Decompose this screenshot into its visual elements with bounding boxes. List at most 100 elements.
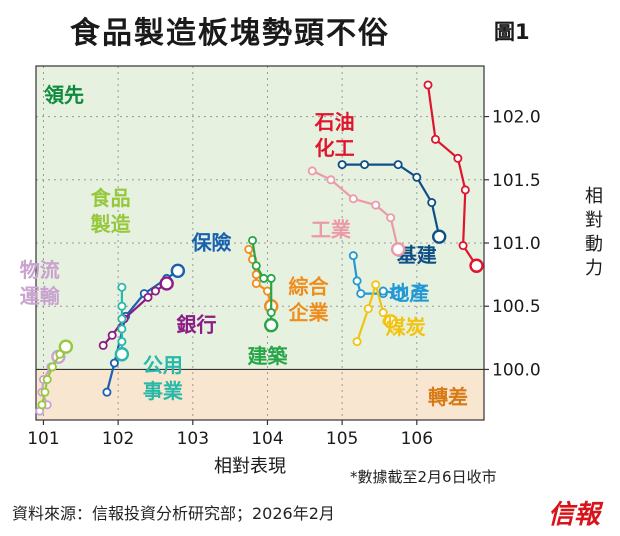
series-point	[266, 273, 276, 283]
y-tick-label: 102.0	[492, 108, 541, 128]
series-point	[47, 362, 57, 372]
series-point	[360, 160, 370, 170]
series-point	[432, 229, 447, 244]
x-tick-label: 103	[177, 429, 209, 449]
series-point	[248, 235, 258, 245]
x-axis-label: 相對表現	[214, 456, 286, 477]
series-label: 物流	[20, 258, 60, 282]
series-point	[117, 314, 127, 324]
series-point	[412, 172, 422, 182]
y-axis-label-char: 相	[585, 186, 603, 207]
series-point	[244, 244, 254, 254]
series-point	[423, 80, 433, 90]
series-point	[378, 286, 388, 296]
series-label: 地產	[389, 281, 429, 305]
y-tick-label: 100.5	[492, 297, 541, 317]
brand-logo: 信報	[548, 500, 601, 530]
series-point	[386, 213, 396, 223]
series-point	[114, 347, 130, 362]
series-point	[460, 185, 470, 195]
x-tick-label: 106	[401, 429, 433, 449]
series-point	[42, 375, 52, 385]
series-point	[251, 270, 261, 280]
series-point	[264, 317, 279, 333]
series-label: 煤炭	[386, 315, 426, 339]
series-point	[348, 251, 358, 261]
series-label: 製造	[91, 212, 132, 236]
y-tick-label: 101.5	[492, 171, 541, 191]
series-point	[307, 166, 317, 176]
series-point	[337, 160, 347, 170]
series-point	[393, 160, 403, 170]
series-point	[117, 324, 127, 334]
series-point	[371, 200, 381, 210]
series-point	[117, 337, 127, 347]
series-point	[266, 308, 276, 318]
series-point	[458, 241, 468, 251]
series-point	[98, 340, 108, 350]
series-point	[143, 292, 153, 302]
grid-lines	[36, 66, 484, 420]
series-point	[326, 175, 336, 185]
series-point	[430, 134, 440, 144]
series-建築: 建築	[247, 235, 288, 368]
series-point	[352, 276, 362, 286]
y-axis-label-char: 動	[585, 234, 603, 255]
series-label: 運輸	[20, 284, 61, 308]
y-tick-label: 100.0	[492, 360, 541, 380]
series-point	[107, 330, 117, 340]
y-axis-label-char: 力	[585, 258, 603, 279]
series-point	[348, 194, 358, 204]
series-label: 事業	[143, 379, 184, 403]
x-tick-label: 105	[326, 429, 358, 449]
x-tick-label: 104	[251, 429, 283, 449]
y-axis-label-char: 對	[585, 210, 603, 231]
series-point	[251, 261, 261, 271]
series-point	[102, 387, 112, 397]
title-row: 食品製造板塊勢頭不俗 圖1	[0, 4, 620, 51]
series-point	[356, 289, 366, 299]
series-煤炭: 煤炭	[352, 280, 426, 347]
series-point	[251, 278, 261, 288]
series-point	[37, 400, 47, 410]
lagging-zone	[36, 369, 484, 420]
y-tick-label: 101.0	[492, 234, 541, 254]
series-point	[117, 301, 127, 311]
series-label: 建築	[247, 344, 288, 368]
footnote: *數據截至2月6日收市	[350, 468, 497, 486]
series-label: 綜合	[289, 275, 330, 299]
series-label: 食品	[91, 186, 131, 210]
series-label: 保險	[190, 230, 231, 254]
x-tick-label: 102	[102, 429, 134, 449]
series-point	[117, 282, 127, 292]
series-地產: 地產	[348, 251, 429, 305]
source-text: 資料來源：信報投資分析研究部；2026年2月	[12, 504, 335, 523]
series-label: 公用	[143, 353, 183, 377]
series-point	[352, 337, 362, 347]
y-axis: 100.0 100.5 101.0 101.5 102.0	[484, 108, 541, 380]
figure-label: 圖1	[494, 20, 530, 44]
chart-title: 食品製造板塊勢頭不俗	[70, 16, 390, 51]
series-工業: 工業	[307, 166, 406, 257]
leading-zone-label: 領先	[44, 83, 84, 107]
series-point	[453, 153, 463, 163]
series-label: 銀行	[177, 313, 217, 337]
lagging-zone-label: 轉差	[428, 385, 468, 409]
series-point	[262, 286, 272, 296]
series-point	[363, 304, 373, 314]
series-point	[383, 314, 398, 329]
series-point	[259, 273, 269, 283]
x-tick-label: 101	[27, 429, 59, 449]
series-label: 企業	[288, 301, 330, 325]
series-point	[390, 286, 406, 301]
series-point	[109, 358, 119, 368]
series-point	[58, 339, 74, 354]
series-point	[150, 286, 160, 296]
x-axis: 101 102 103 104 105 106	[27, 420, 433, 449]
series-point	[159, 276, 174, 291]
series-point	[371, 280, 381, 290]
